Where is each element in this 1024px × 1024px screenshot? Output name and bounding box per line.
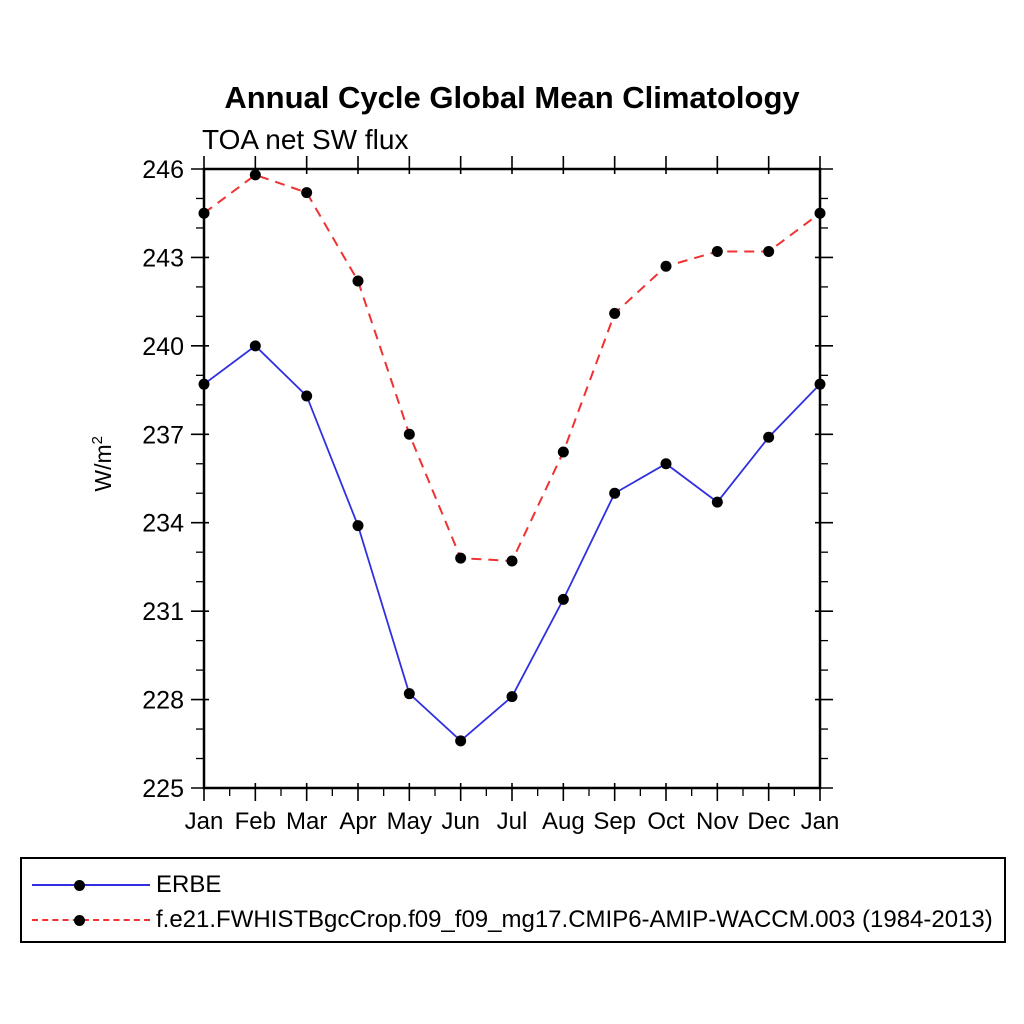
y-tick-label: 240 xyxy=(142,333,184,361)
data-point-marker xyxy=(660,260,672,272)
data-point-marker xyxy=(557,593,569,605)
data-point-marker xyxy=(557,446,569,458)
legend-label-erbe: ERBE xyxy=(156,870,222,898)
x-tick-label: Sep xyxy=(593,808,636,835)
x-tick-label: Feb xyxy=(235,808,276,835)
y-tick-label: 231 xyxy=(142,598,184,626)
data-point-marker xyxy=(249,340,261,352)
legend-marker-dot-icon xyxy=(74,914,85,926)
data-point-marker xyxy=(301,187,313,199)
x-tick-label: Mar xyxy=(286,808,327,835)
y-tick-label: 225 xyxy=(142,775,184,803)
data-point-marker xyxy=(403,428,415,440)
data-point-marker xyxy=(198,378,210,390)
chart-title: Annual Cycle Global Mean Climatology xyxy=(224,80,800,115)
x-tick-label: May xyxy=(387,808,432,835)
x-tick-label: Oct xyxy=(647,808,685,835)
data-point-marker xyxy=(711,496,723,508)
x-tick-label: Nov xyxy=(696,808,739,835)
x-tick-label: Apr xyxy=(339,808,376,835)
x-tick-label: Jul xyxy=(497,808,528,835)
data-point-marker xyxy=(660,458,672,470)
data-point-marker xyxy=(455,552,467,564)
data-point-marker xyxy=(403,688,415,700)
data-point-marker xyxy=(763,246,775,258)
legend-line-sample-solid xyxy=(32,879,150,891)
chart-canvas: Jan Feb Mar Apr May Jun Jul Aug Sep Oct Nov Dec Jan2… xyxy=(142,156,839,835)
data-point-marker xyxy=(506,555,518,567)
data-point-marker xyxy=(763,431,775,443)
y-tick-label: 234 xyxy=(142,510,184,538)
legend: ERBE f.e21.FWHISTBgcCrop.f09_f09_mg17.CM… xyxy=(20,857,1006,943)
data-point-marker xyxy=(352,520,364,532)
legend-line-sample-dashed xyxy=(32,914,150,926)
data-point-marker xyxy=(814,378,826,390)
x-tick-label: Dec xyxy=(747,808,790,835)
y-tick-label: 243 xyxy=(142,244,184,272)
chart-subtitle: TOA net SW flux xyxy=(202,124,409,155)
y-axis-title-text: W/m xyxy=(89,444,116,492)
data-point-marker xyxy=(301,390,313,402)
x-tick-label: Jun xyxy=(441,808,480,835)
data-point-marker xyxy=(455,735,467,747)
data-point-marker xyxy=(609,487,621,499)
data-point-marker xyxy=(198,207,210,219)
y-axis-title-superscript: 2 xyxy=(89,436,107,445)
legend-entry-model: f.e21.FWHISTBgcCrop.f09_f09_mg17.CMIP6-A… xyxy=(32,902,1004,937)
y-tick-label: 237 xyxy=(142,421,184,449)
data-point-marker xyxy=(506,691,518,703)
y-tick-label: 246 xyxy=(142,156,184,184)
legend-label-model: f.e21.FWHISTBgcCrop.f09_f09_mg17.CMIP6-A… xyxy=(156,905,993,933)
data-point-marker xyxy=(814,207,826,219)
y-axis-title: W/m2 xyxy=(89,419,117,509)
data-point-marker xyxy=(711,246,723,258)
x-tick-label: Jan xyxy=(185,808,224,835)
x-tick-label: Jan xyxy=(801,808,840,835)
series-line-0 xyxy=(203,344,821,743)
y-tick-label: 228 xyxy=(142,687,184,715)
series-line-1 xyxy=(203,173,821,563)
legend-marker-dot-icon xyxy=(74,879,85,891)
legend-entry-erbe: ERBE xyxy=(32,867,1004,902)
data-point-marker xyxy=(609,307,621,319)
x-tick-label: Aug xyxy=(542,808,585,835)
data-point-marker xyxy=(249,169,261,181)
data-point-marker xyxy=(352,275,364,287)
